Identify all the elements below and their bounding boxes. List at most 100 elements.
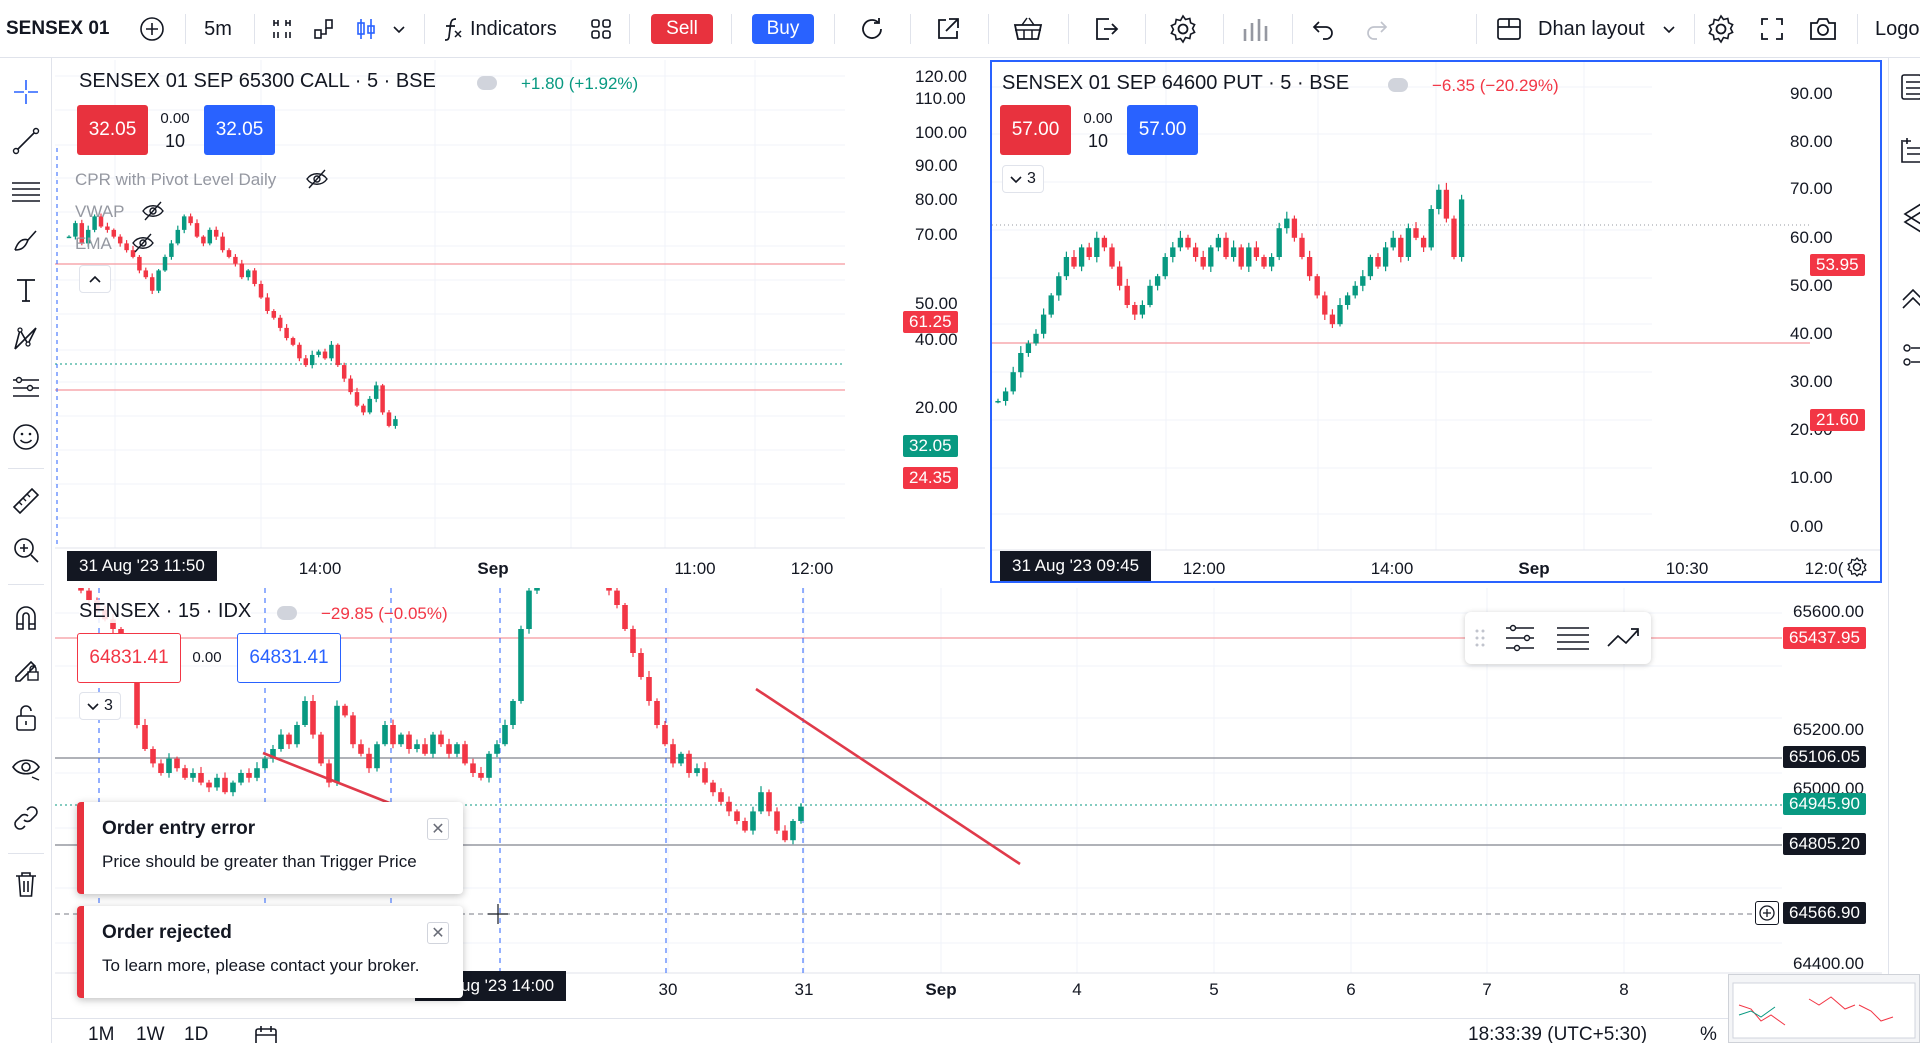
eye-icon[interactable] [6,748,46,788]
close-icon[interactable]: ✕ [427,922,449,944]
visibility-toggle-icon[interactable] [277,606,297,620]
visibility-toggle-icon[interactable] [477,76,497,90]
range-1w-button[interactable]: 1W [136,1024,165,1043]
indicators-button[interactable]: Indicators [470,17,557,40]
trend-line[interactable] [755,687,1021,866]
pivot-levels-icon[interactable] [1503,622,1537,659]
add-symbol-icon[interactable] [135,0,169,58]
price-label-red: 61.25 [903,311,958,333]
templates-icon[interactable] [585,0,617,58]
time-axis-label: 11:00 [674,559,716,578]
redo-icon[interactable] [1362,0,1392,58]
sell-price-box[interactable]: 64831.41 [77,633,181,683]
clock-timezone[interactable]: 18:33:39 (UTC+5:30) [1468,1024,1648,1043]
trend-line-icon[interactable] [1605,622,1641,659]
settings-icon[interactable] [1163,0,1203,58]
forecast-icon[interactable] [6,368,46,408]
chart-settings-icon[interactable] [1703,0,1739,58]
sell-button[interactable]: Sell [651,14,713,44]
put-option-chart[interactable] [992,62,1880,581]
axis-settings-icon[interactable] [1846,556,1868,581]
layout-icon[interactable] [1494,0,1524,58]
calendar-icon[interactable] [254,1025,278,1043]
range-1d-button[interactable]: 1D [184,1024,209,1043]
pane-title[interactable]: SENSEX 01 SEP 64600 PUT · 5 · BSE [1002,72,1350,94]
close-icon[interactable]: ✕ [427,818,449,840]
indicators-collapsed-button[interactable]: 3 [79,692,121,720]
emoji-icon[interactable] [6,417,46,457]
lock-drawing-icon[interactable] [6,648,46,688]
eye-hidden-icon[interactable] [305,168,329,195]
indicator-vwap-label[interactable]: VWAP [75,202,125,221]
add-alert-icon[interactable] [1755,901,1779,925]
brush-icon[interactable] [6,221,46,261]
eye-hidden-icon[interactable] [141,200,165,227]
ideas-icon[interactable] [1899,282,1920,315]
line-style-icon[interactable] [308,0,340,58]
sell-price-box[interactable]: 57.00 [1000,105,1071,155]
basket-icon[interactable] [1008,0,1048,58]
function-icon[interactable] [438,0,468,58]
drag-handle-icon[interactable] [1475,628,1485,653]
percent-scale-toggle[interactable]: % [1700,1024,1717,1043]
symbol-search[interactable]: SENSEX 01 [6,18,110,39]
crosshair-icon[interactable] [6,72,46,112]
refresh-icon[interactable] [854,0,890,58]
watchlist-icon[interactable] [1899,72,1920,107]
candlestick [326,759,332,788]
range-1m-button[interactable]: 1M [88,1024,115,1043]
interval-button[interactable]: 5m [204,17,232,40]
quantity-box[interactable]: 0.00 10 [153,105,197,155]
call-option-chart[interactable] [55,60,985,583]
quantity-box[interactable]: 0.00 [185,633,229,683]
chevron-down-icon[interactable] [1658,0,1680,58]
pattern-icon[interactable] [6,319,46,359]
trend-line[interactable] [262,751,398,808]
zoom-in-icon[interactable] [6,530,46,570]
logout-button[interactable]: Logo [1875,17,1920,40]
pane-title[interactable]: SENSEX 01 SEP 65300 CALL · 5 · BSE [79,70,436,92]
bar-chart-icon[interactable] [1236,0,1272,58]
price-axis-label: 0.00 [1790,517,1824,536]
buy-price-box[interactable]: 32.05 [204,105,275,155]
link-icon[interactable] [6,798,46,838]
indicators-collapsed-button[interactable]: 3 [1002,165,1044,193]
undo-icon[interactable] [1308,0,1338,58]
price-label-current: 64945.90 [1783,793,1866,815]
price-axis-label: 40.00 [915,330,958,349]
put-option-chart-pane[interactable]: SENSEX 01 SEP 64600 PUT · 5 · BSE −6.35 … [990,60,1882,583]
indicator-cpr-label[interactable]: CPR with Pivot Level Daily [75,170,277,189]
layers-icon[interactable] [1899,200,1920,239]
price-axis-label: 90.00 [915,156,958,175]
indicator-ema-label[interactable]: EMA [75,234,112,253]
hotlist-icon[interactable] [1899,340,1920,375]
text-tool-icon[interactable] [6,270,46,310]
buy-button[interactable]: Buy [752,14,814,44]
quantity-box[interactable]: 0.00 10 [1076,105,1120,155]
camera-icon[interactable] [1805,0,1841,58]
pane-title[interactable]: SENSEX · 15 · IDX [79,600,252,623]
call-option-chart-pane[interactable]: SENSEX 01 SEP 65300 CALL · 5 · BSE +1.80… [55,60,985,583]
horizontal-lines-icon[interactable] [6,171,46,211]
candlestick [1154,273,1161,291]
trend-line-icon[interactable] [6,121,46,161]
collapse-indicators-button[interactable] [79,265,111,293]
horizontal-lines-icon[interactable] [1555,622,1591,659]
buy-price-box[interactable]: 57.00 [1127,105,1198,155]
sell-price-box[interactable]: 32.05 [77,105,148,155]
magnet-icon[interactable] [6,598,46,638]
layout-selector[interactable]: Dhan layout [1538,17,1645,40]
exit-icon[interactable] [1088,0,1124,58]
visibility-toggle-icon[interactable] [1388,78,1408,92]
candles-icon[interactable] [350,0,382,58]
trash-icon[interactable] [6,864,46,904]
bar-style-icon[interactable] [266,0,298,58]
unlock-icon[interactable] [6,698,46,738]
alerts-list-icon[interactable] [1899,134,1920,171]
eye-hidden-icon[interactable] [131,232,155,259]
ruler-icon[interactable] [6,481,46,521]
external-link-icon[interactable] [930,0,966,58]
buy-price-box[interactable]: 64831.41 [237,633,341,683]
chevron-down-icon[interactable] [386,0,412,58]
fullscreen-icon[interactable] [1755,0,1789,58]
